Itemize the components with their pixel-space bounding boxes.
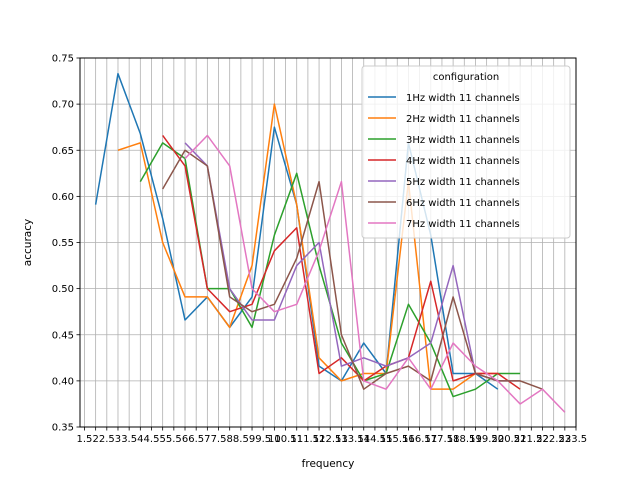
series-line-2: [117, 103, 498, 390]
legend-entry-label: 2Hz width 11 channels: [406, 114, 520, 125]
legend-entry-label: 7Hz width 11 channels: [406, 219, 520, 230]
legend-title: configuration: [433, 72, 499, 83]
x-tick-label: 10.5: [274, 434, 296, 445]
y-tick-label: 0.45: [52, 330, 74, 341]
y-tick-label: 0.75: [52, 54, 74, 65]
y-tick-label: 0.50: [52, 284, 74, 295]
y-tick-label: 0.70: [52, 100, 74, 111]
series-line-7: [184, 134, 566, 413]
y-tick-label: 0.40: [52, 376, 74, 387]
x-tick-label: 13.5: [341, 434, 363, 445]
x-tick-label: 15.5: [386, 434, 408, 445]
x-tick-label: 22: [536, 434, 549, 445]
x-tick-label: 18.5: [453, 434, 475, 445]
x-tick-label: 17: [424, 434, 437, 445]
x-tick-label: 3: [115, 434, 121, 445]
x-tick-label: 6.5: [188, 434, 204, 445]
x-tick-label: 20.5: [498, 434, 520, 445]
x-tick-label: 11: [290, 434, 303, 445]
x-axis: 1.5 2 2.5 3 3.5 4 4.5 5 5.5 6 6.5 7 7.5 8 8.5 9 9.51010.…: [77, 427, 587, 445]
x-tick-label: 8.5: [233, 434, 249, 445]
x-tick-label: 3.5: [121, 434, 137, 445]
x-tick-label: 22.5: [543, 434, 565, 445]
x-tick-label: 13: [335, 434, 348, 445]
series-line-4: [162, 135, 521, 390]
x-tick-label: 15: [380, 434, 393, 445]
x-tick-label: 20: [491, 434, 504, 445]
x-tick-label: 17.5: [431, 434, 453, 445]
x-tick-label: 21.5: [520, 434, 542, 445]
x-tick-label: 5.5: [166, 434, 182, 445]
legend-entry-label: 5Hz width 11 channels: [406, 177, 520, 188]
x-tick-label: 19: [469, 434, 482, 445]
x-tick-label: 12: [313, 434, 326, 445]
x-tick-label: 6: [182, 434, 188, 445]
x-tick-label: 7: [204, 434, 210, 445]
x-tick-label: 16: [402, 434, 415, 445]
x-tick-label: 8: [227, 434, 233, 445]
x-tick-label: 5: [159, 434, 165, 445]
legend-entry-label: 3Hz width 11 channels: [406, 135, 520, 146]
x-tick-label: 2: [92, 434, 98, 445]
x-tick-label: 11.5: [297, 434, 319, 445]
x-tick-label: 9: [249, 434, 255, 445]
y-tick-label: 0.60: [52, 192, 74, 203]
x-tick-label: 18: [447, 434, 460, 445]
legend: configuration 1Hz width 11 channels 2Hz wi…: [361, 65, 571, 239]
x-tick-label: 19.5: [475, 434, 497, 445]
series-lines: [94, 72, 566, 413]
x-axis-label: frequency: [302, 458, 355, 470]
x-tick-label: 16.5: [408, 434, 430, 445]
y-tick-label: 0.35: [52, 423, 74, 434]
legend-entry-label: 1Hz width 11 channels: [406, 93, 520, 104]
x-tick-label: 4.5: [144, 434, 160, 445]
y-tick-label: 0.65: [52, 146, 74, 157]
x-tick-label: 12.5: [319, 434, 341, 445]
series-line-6: [162, 149, 543, 390]
legend-entry-label: 4Hz width 11 channels: [406, 156, 520, 167]
x-tick-label: 10: [268, 434, 281, 445]
x-tick-label: 14.5: [364, 434, 386, 445]
legend-box: [361, 65, 571, 239]
y-tick-label: 0.55: [52, 238, 74, 249]
x-tick-label: 4: [137, 434, 143, 445]
x-tick-label: 14: [357, 434, 370, 445]
x-tick-label: 23: [558, 434, 571, 445]
x-tick-label: 9.5: [255, 434, 271, 445]
y-axis: 0.35 0.40 0.45 0.50 0.55 0.60 0.65 0.70 0.75: [52, 54, 80, 434]
x-tick-label: 1.5: [77, 434, 93, 445]
legend-entry-label: 6Hz width 11 channels: [406, 198, 520, 209]
x-tick-label: 23.5: [565, 434, 587, 445]
y-axis-label: accuracy: [22, 219, 34, 266]
x-tick-label: 7.5: [211, 434, 227, 445]
x-tick-label: 21: [514, 434, 527, 445]
x-tick-label: 2.5: [99, 434, 115, 445]
